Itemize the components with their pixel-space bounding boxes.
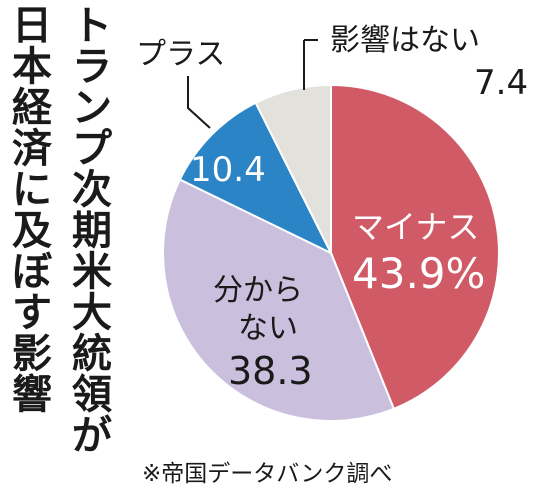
pie-slice-3 — [254, 83, 332, 254]
pie-slices — [162, 83, 500, 423]
label-eikyo-value: 7.4 — [474, 63, 528, 103]
label-wakaranai-value: 38.3 — [228, 349, 313, 393]
pie-slice-0 — [330, 83, 500, 411]
label-plus-value: 10.4 — [190, 150, 266, 190]
pie-slice-2 — [178, 101, 334, 256]
label-minus-value: 43.9% — [352, 249, 485, 298]
pie-slice-1 — [162, 178, 396, 423]
chart-title-line-1: トランプ次期米大統領が — [72, 3, 112, 459]
label-minus-name: マイナス — [352, 208, 479, 246]
label-wakaranai-line-1: 分から — [213, 273, 303, 308]
source-note: ※帝国データバンク調べ — [142, 461, 393, 487]
label-eikyo-name: 影響はない — [330, 23, 480, 58]
leader-line-plus — [187, 76, 211, 129]
label-plus-name: プラス — [136, 37, 225, 72]
label-wakaranai-line-2: ない — [238, 311, 298, 346]
chart-title-line-2: 日本経済に及ぼす影響 — [12, 3, 52, 418]
